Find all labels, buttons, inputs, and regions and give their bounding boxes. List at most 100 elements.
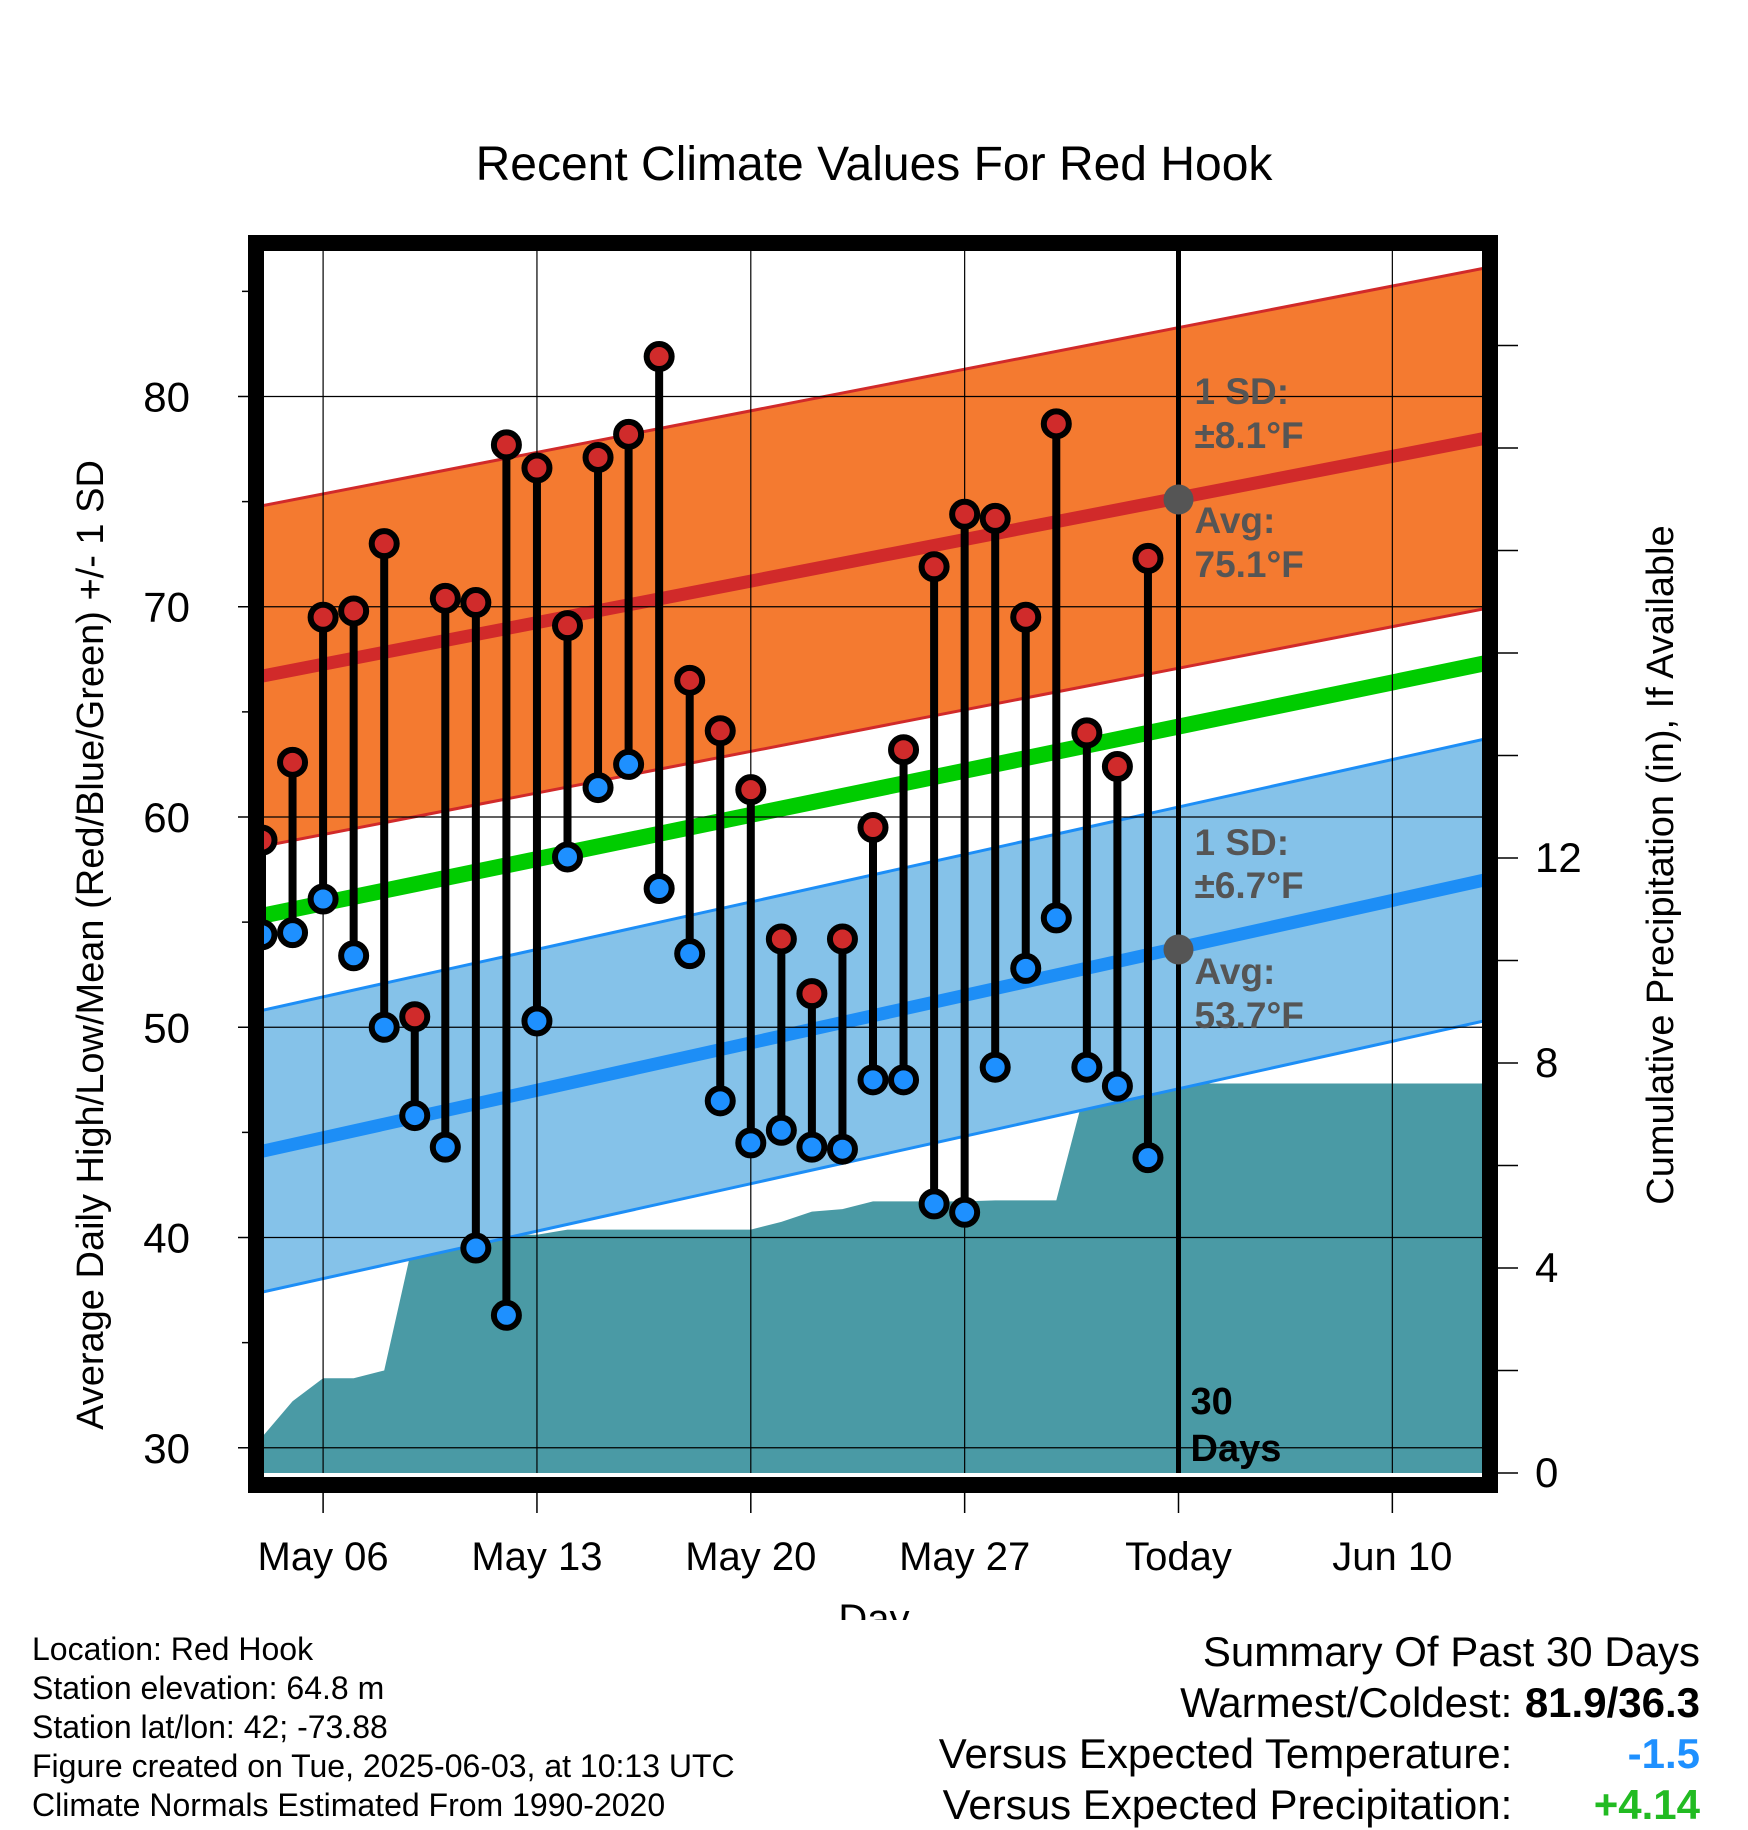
high-point <box>1132 542 1164 574</box>
high-point <box>1071 717 1103 749</box>
low-point <box>674 938 706 970</box>
low-point <box>918 1188 950 1220</box>
low-avg-marker <box>1163 934 1194 965</box>
created-text: Figure created on Tue, 2025-06-03, at 10… <box>32 1748 735 1784</box>
normals-text: Climate Normals Estimated From 1990-2020 <box>32 1787 666 1823</box>
window-label-days: Days <box>1191 1428 1282 1470</box>
high-point <box>1040 408 1072 440</box>
high-sd-value: ±8.1°F <box>1195 415 1304 456</box>
low-sd-label: 1 SD: <box>1195 822 1290 863</box>
temp-vs-expected-value: -1.5 <box>1627 1730 1700 1777</box>
x-tick-label: May 20 <box>685 1535 816 1579</box>
low-point <box>368 1011 400 1043</box>
left-tick-label: 30 <box>143 1425 190 1472</box>
plot-area <box>262 243 1484 1473</box>
left-tick-label: 40 <box>143 1215 190 1262</box>
temp-vs-expected-label: Versus Expected Temperature: <box>938 1730 1513 1777</box>
low-point <box>1040 902 1072 934</box>
left-tick-label: 70 <box>143 584 190 631</box>
warmest-value: 81.9/36.3 <box>1524 1679 1700 1726</box>
mean-normal-line <box>262 655 1484 924</box>
x-tick-label: May 06 <box>258 1535 389 1579</box>
precip-vs-expected-label: Versus Expected Precipitation: <box>942 1781 1513 1828</box>
low-point <box>765 1114 797 1146</box>
low-sd-value: ±6.7°F <box>1195 865 1304 906</box>
high-point <box>582 441 614 473</box>
right-tick-label: 8 <box>1535 1039 1558 1086</box>
high-point <box>674 664 706 696</box>
high-point <box>490 429 522 461</box>
high-avg-marker <box>1163 484 1194 515</box>
high-point <box>613 418 645 450</box>
plot-frame <box>248 235 1498 1493</box>
station-info: Location: Red Hook Station elevation: 64… <box>32 1630 735 1825</box>
low-point <box>582 772 614 804</box>
y-axis-label-left: Average Daily High/Low/Mean (Red/Blue/Gr… <box>70 460 112 1430</box>
low-point <box>857 1064 889 1096</box>
low-point <box>307 883 339 915</box>
summary-panel: Summary Of Past 30 Days Warmest/Coldest:… <box>939 1626 1700 1830</box>
high-point <box>1010 601 1042 633</box>
right-tick-label: 12 <box>1535 834 1582 881</box>
low-point <box>949 1196 981 1228</box>
high-sd-label: 1 SD: <box>1195 371 1290 412</box>
low-point <box>338 940 370 972</box>
right-tick-label: 4 <box>1535 1244 1558 1291</box>
high-point <box>262 824 278 856</box>
low-point <box>1132 1142 1164 1174</box>
low-point <box>521 1005 553 1037</box>
high-point <box>307 601 339 633</box>
low-point <box>735 1127 767 1159</box>
low-point <box>1010 952 1042 984</box>
low-point <box>277 917 309 949</box>
low-point <box>643 872 675 904</box>
x-tick-label: May 13 <box>471 1535 602 1579</box>
high-point <box>949 498 981 530</box>
x-tick-label: Jun 10 <box>1332 1535 1452 1579</box>
high-point <box>888 734 920 766</box>
right-tick-label: 0 <box>1535 1449 1558 1496</box>
high-point <box>368 528 400 560</box>
high-point <box>979 502 1011 534</box>
warmest-label: Warmest/Coldest: <box>1180 1679 1513 1726</box>
low-point <box>460 1232 492 1264</box>
summary-precip-row: Versus Expected Precipitation: +4.14 <box>939 1779 1700 1830</box>
summary-temp-row: Versus Expected Temperature: -1.5 <box>939 1728 1700 1779</box>
high-point <box>643 341 675 373</box>
low-point <box>826 1133 858 1165</box>
high-normal-band-lower <box>262 607 1484 848</box>
location-text: Location: Red Hook <box>32 1631 314 1667</box>
high-point <box>704 715 736 747</box>
high-normal-band-upper <box>262 266 1484 508</box>
x-axis-label: Day <box>838 1597 909 1620</box>
high-point <box>765 923 797 955</box>
x-tick-label: May 27 <box>899 1535 1030 1579</box>
left-tick-label: 50 <box>143 1004 190 1051</box>
low-point <box>490 1299 522 1331</box>
low-point <box>1101 1070 1133 1102</box>
low-point <box>1071 1051 1103 1083</box>
high-point <box>1101 751 1133 783</box>
low-point <box>613 748 645 780</box>
low-avg-label: Avg: <box>1195 951 1276 992</box>
low-point <box>979 1051 1011 1083</box>
chart-title: Recent Climate Values For Red Hook <box>476 138 1274 191</box>
high-avg-label: Avg: <box>1195 500 1276 541</box>
high-avg-value: 75.1°F <box>1195 544 1304 585</box>
left-tick-label: 80 <box>143 373 190 420</box>
low-point <box>704 1085 736 1117</box>
window-label-30: 30 <box>1191 1381 1233 1423</box>
low-avg-value: 53.7°F <box>1195 995 1304 1036</box>
summary-title: Summary Of Past 30 Days <box>1202 1628 1700 1675</box>
high-point <box>460 587 492 619</box>
high-point <box>918 551 950 583</box>
climate-chart: Recent Climate Values For Red Hook Avera… <box>70 138 1682 1620</box>
high-point <box>521 452 553 484</box>
summary-warmest-row: Warmest/Coldest: 81.9/36.3 <box>939 1677 1700 1728</box>
low-point <box>796 1131 828 1163</box>
x-tick-label: Today <box>1125 1535 1232 1579</box>
high-point <box>399 1001 431 1033</box>
high-point <box>338 595 370 627</box>
left-tick-label: 60 <box>143 794 190 841</box>
high-point <box>735 774 767 806</box>
